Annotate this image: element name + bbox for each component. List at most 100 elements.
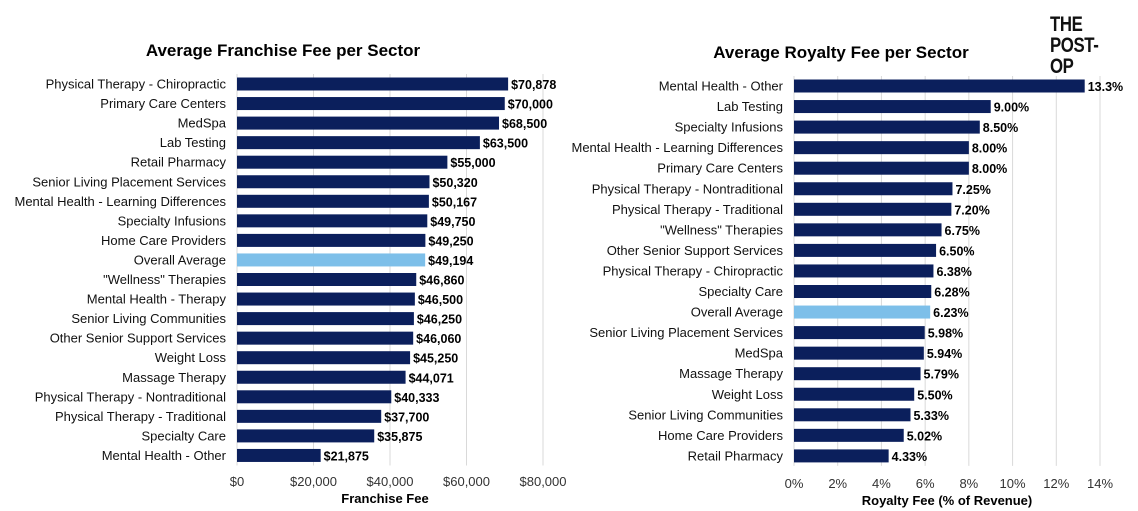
right-data-label: 5.50% bbox=[917, 388, 952, 402]
right-bar bbox=[794, 141, 969, 155]
right-category-label: Mental Health - Learning Differences bbox=[572, 140, 784, 155]
left-bar bbox=[237, 292, 415, 306]
right-category-label: Retail Pharmacy bbox=[688, 448, 784, 463]
left-category-label: MedSpa bbox=[178, 116, 227, 131]
left-category-label: "Wellness" Therapies bbox=[103, 272, 226, 287]
right-bar bbox=[794, 367, 921, 381]
right-data-label: 5.02% bbox=[907, 429, 942, 443]
post-op-logo: THE POST-OP bbox=[1050, 14, 1120, 77]
left-data-label: $44,071 bbox=[409, 371, 454, 385]
right-category-label: MedSpa bbox=[735, 346, 784, 361]
left-category-label: Physical Therapy - Traditional bbox=[55, 409, 226, 424]
left-bar bbox=[237, 429, 375, 443]
left-data-label: $45,250 bbox=[413, 352, 458, 366]
right-x-tick-label: 10% bbox=[1000, 476, 1026, 491]
right-bar bbox=[794, 79, 1085, 93]
right-x-tick-label: 6% bbox=[916, 476, 935, 491]
right-data-label: 7.25% bbox=[955, 183, 990, 197]
right-category-label: Physical Therapy - Nontraditional bbox=[592, 181, 783, 196]
right-data-label: 6.38% bbox=[936, 265, 971, 279]
left-data-label: $63,500 bbox=[483, 137, 528, 151]
right-bar bbox=[794, 285, 932, 298]
right-bar bbox=[794, 428, 904, 442]
left-data-label: $50,320 bbox=[432, 176, 477, 190]
left-data-label: $50,167 bbox=[432, 195, 477, 209]
right-x-tick-label: 4% bbox=[872, 476, 891, 491]
right-bar bbox=[794, 326, 925, 340]
left-data-label: $46,250 bbox=[417, 313, 462, 327]
left-bar bbox=[237, 116, 500, 130]
right-category-label: Senior Living Placement Services bbox=[589, 325, 783, 340]
left-category-label: Specialty Care bbox=[141, 428, 226, 443]
left-bar bbox=[237, 155, 448, 169]
right-data-label: 4.33% bbox=[892, 450, 927, 464]
right-bar bbox=[794, 387, 915, 401]
left-category-label: Senior Living Communities bbox=[71, 311, 226, 326]
right-category-label: Primary Care Centers bbox=[657, 161, 783, 176]
left-data-label: $49,750 bbox=[430, 215, 475, 229]
right-category-label: Physical Therapy - Chiropractic bbox=[603, 263, 784, 278]
right-data-label: 8.00% bbox=[972, 142, 1007, 156]
right-bar bbox=[794, 408, 911, 422]
left-bar bbox=[237, 175, 430, 189]
left-bar bbox=[237, 312, 414, 326]
left-category-label: Home Care Providers bbox=[101, 233, 226, 248]
left-bar bbox=[237, 273, 417, 286]
left-x-tick-label: $60,000 bbox=[443, 474, 490, 489]
right-bar-overall-average bbox=[794, 305, 931, 319]
left-category-label: Senior Living Placement Services bbox=[32, 174, 226, 189]
right-data-label: 5.98% bbox=[928, 327, 963, 341]
right-bar bbox=[794, 449, 889, 463]
left-category-label: Other Senior Support Services bbox=[50, 331, 227, 346]
left-category-label: Retail Pharmacy bbox=[131, 155, 227, 170]
left-data-label: $49,250 bbox=[428, 234, 473, 248]
right-category-label: Overall Average bbox=[691, 305, 783, 320]
right-bar bbox=[794, 182, 953, 196]
right-x-tick-label: 8% bbox=[959, 476, 978, 491]
right-category-label: Mental Health - Other bbox=[659, 79, 784, 94]
left-bar bbox=[237, 351, 411, 365]
left-data-label: $21,875 bbox=[324, 449, 369, 463]
right-bar bbox=[794, 161, 969, 175]
left-data-label: $70,878 bbox=[511, 78, 556, 92]
left-x-tick-label: $20,000 bbox=[290, 474, 337, 489]
left-category-label: Mental Health - Learning Differences bbox=[15, 194, 227, 209]
left-data-label: $46,500 bbox=[418, 293, 463, 307]
right-bar bbox=[794, 120, 980, 134]
left-bar bbox=[237, 390, 392, 404]
left-data-label: $68,500 bbox=[502, 117, 547, 131]
right-data-label: 8.00% bbox=[972, 162, 1007, 176]
right-x-tick-label: 2% bbox=[828, 476, 847, 491]
left-data-label: $49,194 bbox=[428, 254, 473, 268]
right-chart-title: Average Royalty Fee per Sector bbox=[713, 43, 969, 62]
left-bar bbox=[237, 77, 509, 91]
right-data-label: 6.50% bbox=[939, 244, 974, 258]
left-category-label: Physical Therapy - Nontraditional bbox=[35, 389, 226, 404]
right-data-label: 5.33% bbox=[913, 409, 948, 423]
left-bar bbox=[237, 214, 428, 228]
left-bar bbox=[237, 448, 321, 462]
right-x-tick-label: 12% bbox=[1043, 476, 1069, 491]
left-category-label: Lab Testing bbox=[160, 135, 226, 150]
right-data-label: 13.3% bbox=[1088, 80, 1123, 94]
right-x-axis-label: Royalty Fee (% of Revenue) bbox=[862, 493, 1033, 508]
right-data-label: 6.28% bbox=[934, 286, 969, 300]
right-data-label: 5.94% bbox=[927, 347, 962, 361]
right-bar bbox=[794, 264, 934, 278]
right-category-label: Specialty Infusions bbox=[675, 120, 784, 135]
left-x-tick-label: $40,000 bbox=[367, 474, 414, 489]
left-category-label: Mental Health - Other bbox=[102, 448, 227, 463]
left-category-label: Specialty Infusions bbox=[118, 213, 227, 228]
left-bar bbox=[237, 409, 382, 423]
right-category-label: Other Senior Support Services bbox=[607, 243, 784, 258]
left-bar-overall-average bbox=[237, 253, 426, 267]
left-bar bbox=[237, 194, 429, 208]
right-category-label: "Wellness" Therapies bbox=[660, 222, 783, 237]
right-data-label: 6.23% bbox=[933, 306, 968, 320]
right-category-label: Lab Testing bbox=[717, 99, 783, 114]
right-bar bbox=[794, 346, 924, 360]
left-category-label: Overall Average bbox=[134, 252, 226, 267]
left-bar bbox=[237, 136, 480, 150]
right-data-label: 7.20% bbox=[954, 203, 989, 217]
